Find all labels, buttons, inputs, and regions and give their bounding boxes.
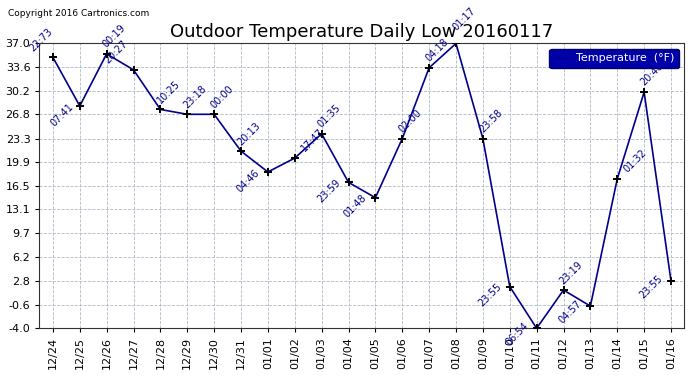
Text: 23:18: 23:18 xyxy=(181,83,208,110)
Text: 20:13: 20:13 xyxy=(235,120,262,147)
Text: 23:55: 23:55 xyxy=(638,273,664,300)
Text: 20:27: 20:27 xyxy=(103,39,130,66)
Text: 23:19: 23:19 xyxy=(558,259,584,286)
Text: 01:35: 01:35 xyxy=(316,103,343,130)
Text: 23:59: 23:59 xyxy=(315,178,342,205)
Text: 00:00: 00:00 xyxy=(208,84,235,110)
Text: 06:54: 06:54 xyxy=(503,321,530,348)
Text: 17:47: 17:47 xyxy=(299,127,326,154)
Text: 01:48: 01:48 xyxy=(342,193,368,220)
Text: 22:73: 22:73 xyxy=(28,26,55,53)
Text: 23:55: 23:55 xyxy=(476,282,504,309)
Legend: Temperature  (°F): Temperature (°F) xyxy=(549,49,679,68)
Text: 01:32: 01:32 xyxy=(622,148,648,175)
Text: 04:18: 04:18 xyxy=(424,37,451,64)
Text: 00:19: 00:19 xyxy=(101,23,128,50)
Text: 04:46: 04:46 xyxy=(235,168,262,194)
Text: 01:17: 01:17 xyxy=(451,6,477,32)
Text: 02:00: 02:00 xyxy=(397,108,424,135)
Text: 23:58: 23:58 xyxy=(477,108,504,135)
Title: Outdoor Temperature Daily Low 20160117: Outdoor Temperature Daily Low 20160117 xyxy=(170,22,553,40)
Text: 10:25: 10:25 xyxy=(155,78,181,105)
Text: 04:57: 04:57 xyxy=(557,298,584,326)
Text: 20:48: 20:48 xyxy=(638,61,665,88)
Text: 07:41: 07:41 xyxy=(49,101,76,128)
Text: Copyright 2016 Cartronics.com: Copyright 2016 Cartronics.com xyxy=(8,9,150,18)
